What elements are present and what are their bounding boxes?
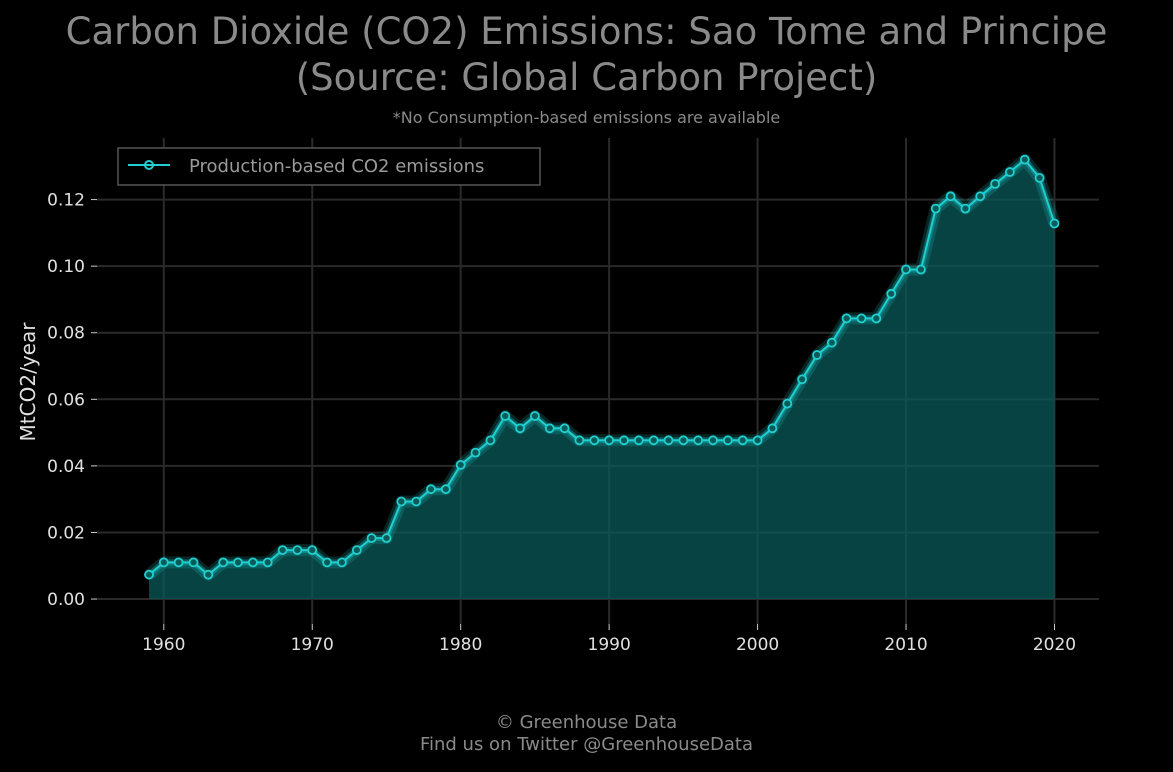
- data-point: [1034, 172, 1045, 183]
- data-point: [633, 435, 644, 446]
- data-point: [411, 496, 422, 507]
- data-point: [366, 533, 377, 543]
- x-axis-ticks: 1960 1970 1980 1990 2000 2010 2020: [142, 624, 1076, 655]
- data-point: [856, 313, 867, 324]
- legend-marker-swatch: [144, 160, 154, 170]
- data-point: [574, 435, 585, 446]
- chart-subtitle: *No Consumption-based emissions are avai…: [392, 108, 781, 127]
- data-point: [604, 435, 614, 446]
- chart-title-line1: Carbon Dioxide (CO2) Emissions: Sao Tome…: [65, 10, 1108, 53]
- data-point: [1019, 154, 1030, 165]
- x-tick-label: 1960: [142, 635, 185, 655]
- data-point: [233, 557, 243, 568]
- x-tick-label: 2020: [1033, 635, 1076, 655]
- data-point: [336, 557, 347, 568]
- data-point: [455, 459, 466, 470]
- data-point: [515, 423, 525, 434]
- data-point: [930, 203, 941, 214]
- y-tick-label: 0.02: [47, 523, 85, 543]
- footer-copyright: © Greenhouse Data: [495, 712, 678, 733]
- data-point: [841, 313, 852, 324]
- legend: Production-based CO2 emissions: [117, 147, 541, 186]
- data-point: [945, 191, 956, 202]
- data-point: [975, 191, 986, 202]
- data-point: [292, 545, 303, 555]
- data-point: [782, 398, 793, 409]
- data-point: [396, 496, 407, 507]
- y-tick-label: 0.08: [47, 324, 85, 344]
- y-axis-ticks: 0.00 0.02 0.04 0.06 0.08 0.10 0.12: [47, 191, 97, 610]
- data-point: [619, 435, 629, 446]
- data-point: [960, 203, 971, 214]
- data-point: [247, 557, 258, 568]
- data-point: [678, 435, 689, 446]
- data-point: [158, 557, 169, 568]
- chart-title-line2: (Source: Global Carbon Project): [295, 56, 878, 99]
- data-point: [737, 435, 748, 446]
- y-tick-label: 0.04: [47, 457, 85, 477]
- data-point: [826, 337, 837, 348]
- data-point: [530, 411, 540, 421]
- data-point: [485, 435, 496, 446]
- data-point: [544, 423, 555, 434]
- data-point: [322, 557, 333, 568]
- data-point: [351, 545, 362, 555]
- data-point: [470, 447, 481, 458]
- data-point: [916, 264, 926, 275]
- data-point: [812, 350, 822, 360]
- data-point: [218, 557, 229, 568]
- data-point: [262, 557, 273, 568]
- x-tick-label: 2010: [884, 635, 927, 655]
- y-tick-label: 0.12: [47, 191, 85, 211]
- y-tick-label: 0.06: [47, 390, 85, 410]
- x-tick-label: 1980: [439, 635, 482, 655]
- legend-label-production: Production-based CO2 emissions: [189, 156, 484, 177]
- data-point: [693, 435, 704, 446]
- data-point: [173, 557, 184, 568]
- data-point: [767, 423, 778, 434]
- area-fill-layer: [149, 159, 1055, 599]
- y-tick-label: 0.10: [47, 257, 85, 277]
- data-point: [440, 484, 451, 495]
- data-point: [797, 374, 807, 385]
- data-point: [144, 569, 154, 580]
- data-point: [559, 423, 570, 434]
- data-point: [277, 545, 288, 555]
- y-axis-label: MtCO2/year: [16, 322, 40, 442]
- legend-box: [117, 147, 541, 186]
- data-point: [1049, 218, 1060, 229]
- x-tick-label: 2000: [736, 635, 779, 655]
- data-point: [307, 545, 318, 555]
- data-point: [426, 484, 436, 495]
- series-area-fill: [149, 159, 1055, 599]
- data-point: [663, 435, 674, 446]
- data-point: [500, 411, 511, 421]
- data-point: [901, 264, 911, 275]
- y-tick-label: 0.00: [47, 590, 85, 610]
- data-point: [203, 569, 214, 580]
- data-points: [144, 154, 1060, 580]
- data-point: [708, 435, 718, 446]
- data-point: [723, 435, 733, 446]
- data-point: [188, 557, 199, 568]
- x-tick-label: 1990: [588, 635, 631, 655]
- data-point: [752, 435, 763, 446]
- data-point: [589, 435, 600, 446]
- data-point: [886, 288, 897, 299]
- data-point: [381, 533, 392, 543]
- data-point: [648, 435, 659, 446]
- data-point: [871, 313, 882, 324]
- x-tick-label: 1970: [291, 635, 334, 655]
- data-point: [990, 178, 1000, 189]
- footer-twitter: Find us on Twitter @GreenhouseData: [419, 734, 754, 755]
- data-point: [1005, 167, 1015, 177]
